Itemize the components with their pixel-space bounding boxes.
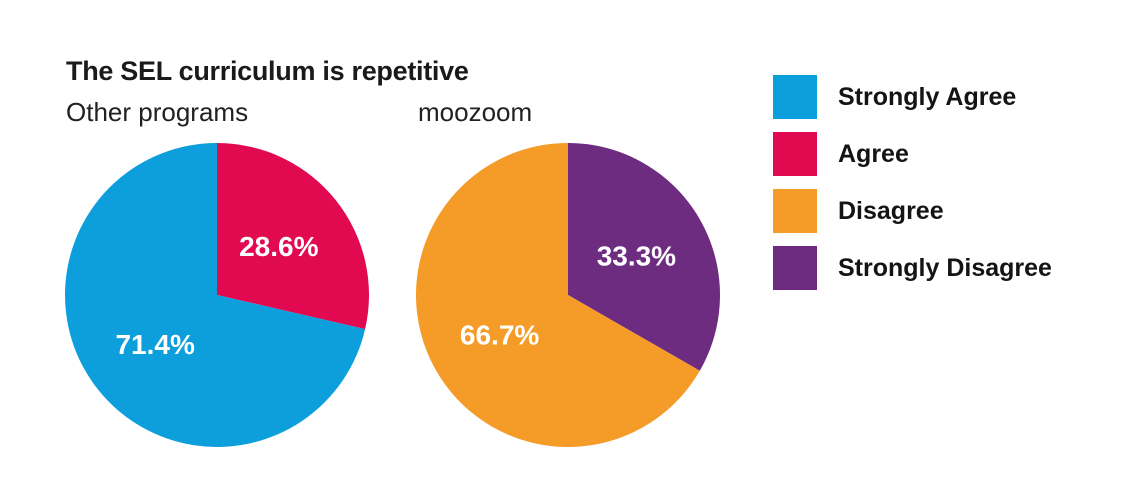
pie-slice-label: 33.3% (597, 240, 676, 271)
pie-svg: 33.3% 66.7% (416, 143, 720, 447)
pie-slice-label: 66.7% (460, 320, 539, 351)
legend-swatch-agree (773, 132, 817, 176)
pie-slice-agree (217, 143, 369, 330)
pie-svg: 28.6% 71.4% (65, 143, 369, 447)
legend: Strongly Agree Agree Disagree Strongly D… (773, 75, 1052, 290)
legend-swatch-strongly-agree (773, 75, 817, 119)
legend-label: Strongly Agree (838, 82, 1017, 111)
pie-slice-label: 71.4% (115, 329, 194, 360)
legend-item-strongly-agree: Strongly Agree (773, 75, 1052, 119)
legend-swatch-strongly-disagree (773, 246, 817, 290)
legend-item-disagree: Disagree (773, 189, 1052, 233)
legend-item-agree: Agree (773, 132, 1052, 176)
pie-chart-moozoom: 33.3% 66.7% (416, 143, 720, 447)
legend-label: Disagree (838, 196, 944, 225)
legend-label: Agree (838, 139, 909, 168)
pie-subtitle-moozoom: moozoom (418, 97, 533, 127)
pie-slice-label: 28.6% (239, 231, 318, 262)
pie-subtitle-other-programs: Other programs (66, 97, 249, 127)
chart-title: The SEL curriculum is repetitive (66, 56, 469, 86)
legend-label: Strongly Disagree (838, 253, 1052, 282)
pie-chart-other-programs: 28.6% 71.4% (65, 143, 369, 447)
pie-slice-strongly-agree (65, 143, 366, 447)
legend-item-strongly-disagree: Strongly Disagree (773, 246, 1052, 290)
pie-slice-strongly-disagree (568, 143, 720, 371)
pie-slice-disagree (416, 143, 700, 447)
legend-swatch-disagree (773, 189, 817, 233)
